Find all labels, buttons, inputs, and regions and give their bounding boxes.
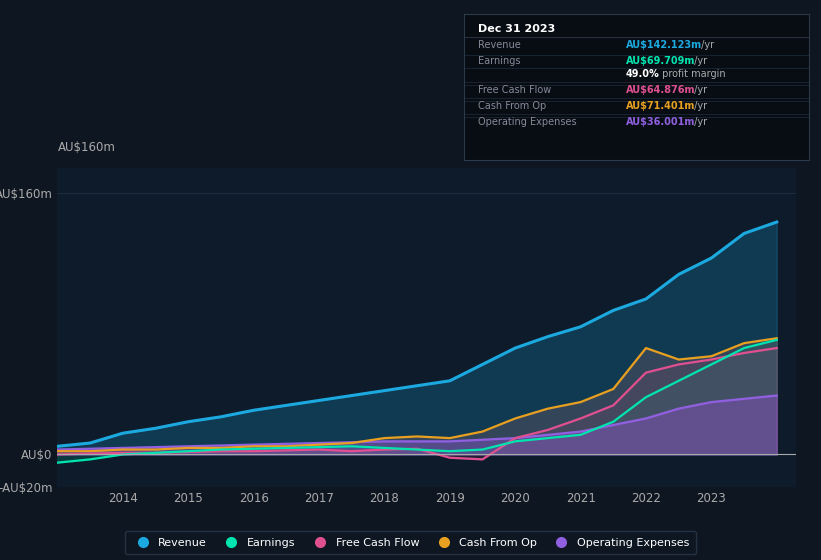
Text: AU$142.123m: AU$142.123m [626, 40, 702, 50]
Text: /yr: /yr [691, 85, 708, 95]
Text: Dec 31 2023: Dec 31 2023 [478, 24, 555, 34]
Text: AU$64.876m: AU$64.876m [626, 85, 695, 95]
Text: 49.0%: 49.0% [626, 69, 660, 79]
Text: /yr: /yr [698, 40, 714, 50]
Legend: Revenue, Earnings, Free Cash Flow, Cash From Op, Operating Expenses: Revenue, Earnings, Free Cash Flow, Cash … [125, 531, 696, 554]
Text: Cash From Op: Cash From Op [478, 101, 546, 111]
Text: AU$36.001m: AU$36.001m [626, 116, 695, 127]
Text: AU$160m: AU$160m [57, 141, 115, 154]
Text: Operating Expenses: Operating Expenses [478, 116, 576, 127]
Text: profit margin: profit margin [658, 69, 725, 79]
Text: AU$69.709m: AU$69.709m [626, 55, 695, 66]
Text: Earnings: Earnings [478, 55, 521, 66]
Text: Free Cash Flow: Free Cash Flow [478, 85, 551, 95]
Text: AU$71.401m: AU$71.401m [626, 101, 695, 111]
Text: /yr: /yr [691, 101, 708, 111]
Text: /yr: /yr [691, 116, 708, 127]
Text: /yr: /yr [691, 55, 708, 66]
Text: Revenue: Revenue [478, 40, 521, 50]
